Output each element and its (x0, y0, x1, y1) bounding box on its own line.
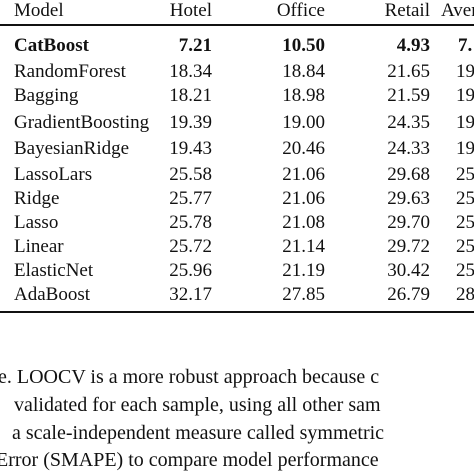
paragraph-line: Error (SMAPE) to compare model performan… (0, 449, 379, 471)
header-cell: Office (276, 0, 325, 21)
table-cell: 25.78 (169, 212, 212, 233)
table-cell: 25 (456, 260, 474, 281)
table-cell: 29.72 (387, 236, 430, 257)
table-cell: 27.85 (282, 284, 325, 305)
table-cell: 26.79 (387, 284, 430, 305)
table-cell: 30.42 (387, 260, 430, 281)
table-cell: 29.70 (387, 212, 430, 233)
table-cell: 19 (456, 85, 474, 106)
table-cell: 18.84 (282, 61, 325, 82)
table-cell: 10.50 (282, 35, 325, 56)
table-cell: 29.63 (387, 188, 430, 209)
bottom-rule (0, 311, 474, 313)
model-name: LassoLars (14, 164, 93, 185)
table-cell: 21.06 (282, 188, 325, 209)
table-cell: 19.39 (169, 112, 212, 133)
table-cell: 24.33 (387, 138, 430, 159)
paragraph-line: a scale-independent measure called symme… (12, 422, 385, 444)
table-cell: 25.77 (169, 188, 212, 209)
table-cell: 21.08 (282, 212, 325, 233)
model-name: Ridge (14, 188, 60, 209)
table-cell: 21.19 (282, 260, 325, 281)
table-cell: 25 (456, 212, 474, 233)
table-cell: 18.21 (169, 85, 212, 106)
table-cell: 20.46 (282, 138, 325, 159)
header-cell: Hotel (169, 0, 212, 21)
table-cell: 19 (456, 112, 474, 133)
paragraph-line: e. LOOCV is a more robust approach becau… (0, 366, 380, 388)
table-cell: 21.59 (387, 85, 430, 106)
paragraph-line: validated for each sample, using all oth… (14, 394, 381, 416)
header-cell: Model (14, 0, 64, 21)
model-name: ElasticNet (14, 260, 94, 281)
model-name: RandomForest (14, 61, 126, 82)
table-cell: 7.21 (178, 35, 212, 56)
table-cell: 19.00 (282, 112, 325, 133)
header-cell: Avera (441, 0, 474, 21)
table-cell: 21.06 (282, 164, 325, 185)
table-cell: 25 (456, 236, 474, 257)
table-cell: 25 (456, 164, 474, 185)
table-cell: 28 (456, 284, 474, 305)
table-cell: 7. (458, 35, 473, 56)
header-cell: Retail (384, 0, 430, 21)
table-cell: 25.58 (169, 164, 212, 185)
table-cell: 19 (456, 61, 474, 82)
table-cell: 25.72 (169, 236, 212, 257)
header-rule (0, 24, 474, 26)
table-cell: 19 (456, 138, 474, 159)
model-name: Linear (14, 236, 64, 257)
table-cell: 18.34 (169, 61, 212, 82)
model-name: AdaBoost (14, 284, 90, 305)
table-cell: 19.43 (169, 138, 212, 159)
table-cell: 4.93 (396, 35, 430, 56)
table-cell: 21.65 (387, 61, 430, 82)
table-cell: 18.98 (282, 85, 325, 106)
table-cell: 29.68 (387, 164, 430, 185)
table-cell: 21.14 (282, 236, 325, 257)
table-cell: 25.96 (169, 260, 212, 281)
model-name: Lasso (14, 212, 59, 233)
model-name: Bagging (14, 85, 79, 106)
table-cell: 25 (456, 188, 474, 209)
table-cell: 32.17 (169, 284, 212, 305)
table-cell: 24.35 (387, 112, 430, 133)
model-name: BayesianRidge (14, 138, 130, 159)
model-name: CatBoost (14, 35, 89, 56)
model-name: GradientBoosting (14, 112, 150, 133)
